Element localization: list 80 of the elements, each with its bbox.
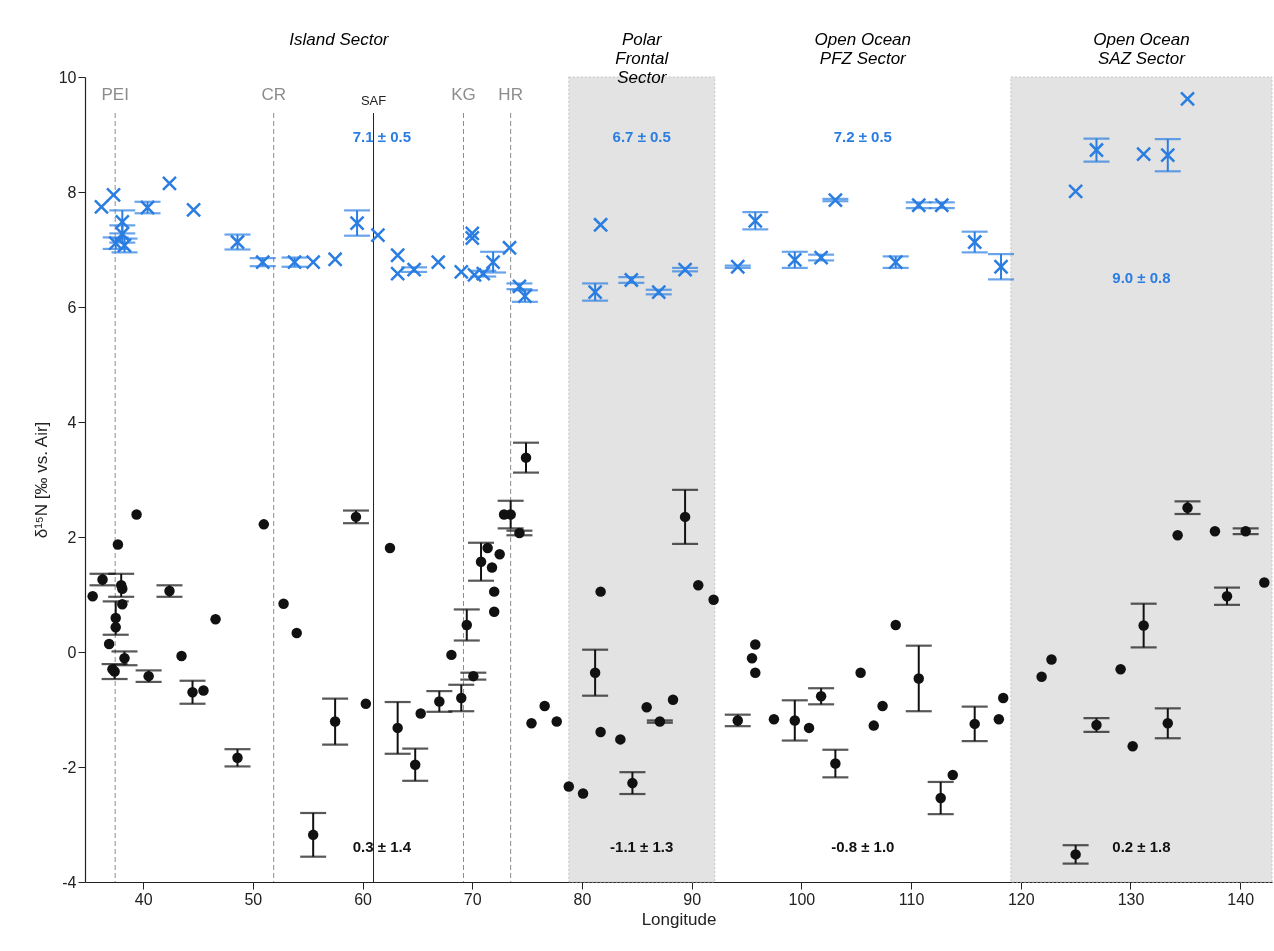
- point: [327, 251, 343, 268]
- point: [501, 240, 518, 256]
- point: [1067, 183, 1084, 200]
- x-tick-label: 50: [244, 890, 263, 908]
- ref-line-label: SAF: [360, 93, 387, 108]
- point: [430, 254, 447, 270]
- y-tick-label: -4: [62, 873, 77, 891]
- y-tick-label: 0: [67, 643, 77, 661]
- point: [370, 227, 386, 243]
- point: [966, 234, 983, 250]
- point: [254, 254, 271, 270]
- annotation: 0.3 ± 1.4: [352, 838, 412, 855]
- point: [910, 197, 927, 213]
- annotation: 7.2 ± 0.5: [833, 128, 892, 145]
- point: [229, 234, 246, 250]
- point: [105, 187, 122, 203]
- point: [1160, 147, 1176, 163]
- point: [587, 284, 603, 300]
- point: [1179, 91, 1196, 107]
- annotation: 0.2 ± 1.8: [1112, 838, 1171, 855]
- x-tick-label: 90: [683, 890, 702, 908]
- point: [729, 258, 746, 275]
- point: [827, 192, 844, 208]
- ref-line-label: HR: [498, 85, 523, 104]
- band-label: Open Ocean SAZ Sector: [1093, 30, 1190, 68]
- ref-line-label: PEI: [101, 85, 129, 104]
- point: [993, 258, 1009, 275]
- point: [305, 254, 321, 270]
- point: [677, 261, 693, 278]
- point: [464, 230, 481, 246]
- x-tick-label: 140: [1227, 890, 1255, 908]
- x-tick-label: 40: [134, 890, 153, 908]
- point: [389, 247, 406, 264]
- point: [161, 175, 178, 192]
- point: [650, 284, 667, 300]
- y-tick-label: 10: [58, 68, 77, 86]
- annotation: 6.7 ± 0.5: [612, 128, 671, 145]
- point: [485, 254, 501, 270]
- x-tick-label: 110: [898, 890, 925, 908]
- point: [747, 212, 764, 229]
- y-tick-label: 6: [67, 298, 77, 316]
- x-tick-label: 130: [1117, 890, 1145, 908]
- y-axis-title: δ¹⁵N [‰ vs. Air]: [31, 421, 51, 539]
- point: [887, 254, 904, 270]
- band-label: Polar Frontal Sector: [615, 30, 670, 87]
- point: [114, 214, 131, 230]
- x-tick-label: 120: [1007, 890, 1035, 908]
- y-tick-label: 4: [67, 413, 77, 431]
- point: [623, 272, 640, 288]
- point: [787, 252, 803, 268]
- x-tick-label: 70: [463, 890, 482, 908]
- point: [185, 202, 202, 218]
- text: Open Ocean PFZ Sector: [814, 30, 912, 68]
- annotation: 9.0 ± 0.8: [1112, 269, 1171, 286]
- point: [286, 254, 303, 270]
- point: [406, 261, 422, 278]
- annotation: -0.8 ± 1.0: [831, 838, 895, 855]
- text: Island Sector: [289, 30, 390, 49]
- x-tick-label: 60: [354, 890, 373, 908]
- x-tick-label: 100: [788, 890, 816, 908]
- ref-line-label: KG: [451, 85, 476, 104]
- annotation: -1.1 ± 1.3: [610, 838, 674, 855]
- point: [1088, 142, 1105, 158]
- ref-line-label: CR: [261, 85, 286, 104]
- point: [389, 265, 406, 282]
- y-tick-label: 8: [67, 183, 77, 201]
- x-tick-label: 80: [573, 890, 592, 908]
- point: [813, 249, 829, 266]
- point: [934, 197, 950, 213]
- point: [349, 215, 365, 231]
- x-axis-title: Longitude: [641, 909, 717, 929]
- point: [93, 199, 110, 215]
- y-tick-label: -2: [62, 758, 77, 776]
- point: [139, 199, 156, 216]
- point: [511, 278, 528, 295]
- y-tick-label: 2: [67, 528, 77, 546]
- point: [464, 225, 481, 242]
- point: [1135, 146, 1152, 162]
- point: [114, 226, 131, 242]
- point: [592, 217, 609, 233]
